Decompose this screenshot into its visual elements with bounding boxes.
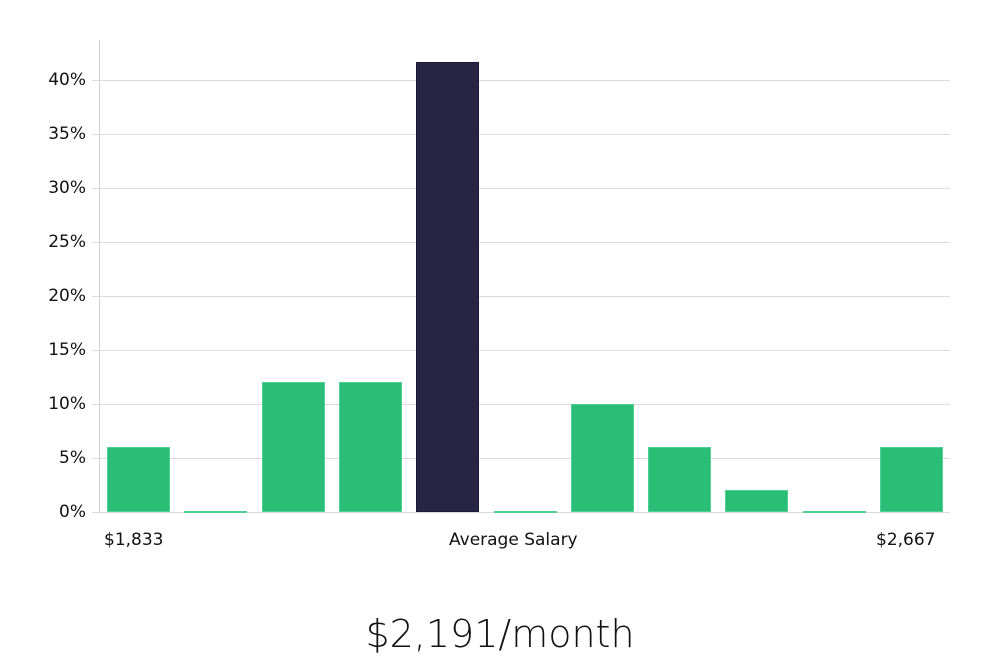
y-tick-label: 35%: [48, 124, 86, 144]
histogram-bar: [338, 382, 402, 512]
gridline: [92, 512, 950, 513]
histogram-bar: [184, 510, 248, 513]
gridline: [92, 404, 950, 405]
average-bar: [416, 61, 480, 512]
histogram-bar: [725, 490, 789, 512]
gridline: [92, 188, 950, 189]
y-tick-label: 0%: [59, 502, 86, 522]
y-tick-label: 30%: [48, 178, 86, 198]
gridline: [92, 242, 950, 243]
gridline: [92, 458, 950, 459]
gridline: [92, 134, 950, 135]
gridline: [92, 80, 950, 81]
gridline: [92, 296, 950, 297]
histogram-bar: [107, 447, 170, 512]
y-tick-label: 25%: [48, 232, 86, 252]
histogram-bar: [880, 447, 943, 512]
gridline: [92, 350, 950, 351]
histogram-bar: [648, 447, 712, 512]
y-tick-label: 20%: [48, 286, 86, 306]
y-axis-line: [99, 40, 100, 512]
y-tick-label: 15%: [48, 340, 86, 360]
y-tick-label: 10%: [48, 394, 86, 414]
y-tick-label: 5%: [59, 448, 86, 468]
histogram-bar: [261, 382, 325, 512]
histogram-bar: [802, 510, 866, 513]
x-min-label: $1,833: [104, 530, 164, 550]
x-axis-title: Average Salary: [449, 530, 578, 550]
histogram-bar: [493, 510, 557, 513]
average-salary-value: $2,191/month: [365, 612, 635, 656]
histogram-bar: [570, 404, 634, 512]
x-max-label: $2,667: [876, 530, 936, 550]
y-tick-label: 40%: [48, 70, 86, 90]
